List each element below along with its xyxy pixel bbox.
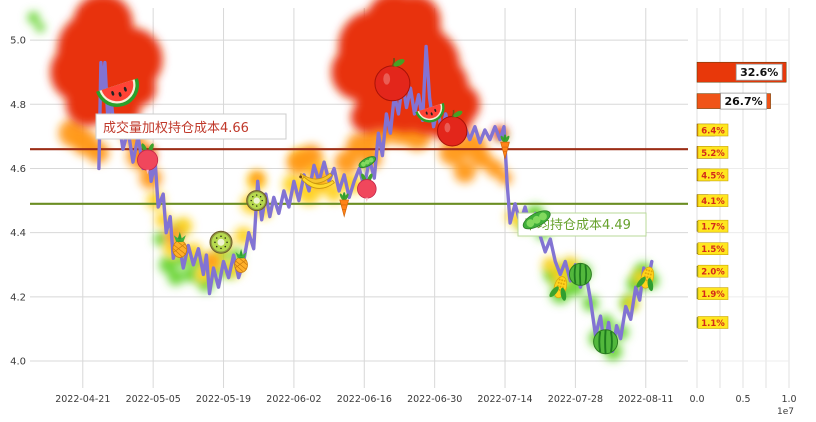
avg-cost-label: 平均持仓成本4.49 [517,212,647,237]
density-blob [453,160,476,183]
density-blob [182,266,199,283]
bar-pct-label: 6.4% [701,127,725,137]
x-tick-label: 2022-05-05 [126,394,181,405]
volume-axis-multiplier: 1e7 [777,407,794,417]
x-tick-label: 2022-06-02 [266,394,321,405]
radish-icon [137,143,159,175]
density-blob [27,11,40,24]
pea-icon [358,156,377,169]
bar-pct-box [697,316,729,329]
fruit-marker-layer [96,57,655,355]
vwap-cost-label-box [95,113,287,140]
bar-pct-box [697,194,729,207]
volume-x-tick-label: 1.0 [781,394,796,405]
density-blob [159,255,178,274]
bar-pct-box [697,146,729,159]
carrot-icon [500,134,510,161]
watermelon-icon [593,329,619,355]
corn-icon [636,266,655,292]
y-tick-label: 4.8 [10,100,26,111]
bar-pct-label: 4.1% [701,197,725,207]
carrot-icon [339,192,350,218]
avg-cost-label-box [517,212,647,237]
x-tick-label: 2022-04-21 [55,394,110,405]
y-tick-label: 4.6 [10,164,26,175]
bar-pct-box [697,168,729,182]
x-tick-label: 2022-06-16 [337,394,392,405]
x-tick-label: 2022-07-28 [548,394,603,405]
density-blob [167,269,184,286]
apple-icon [436,109,468,147]
x-tick-label: 2022-07-14 [477,394,532,405]
bar-pct-box [697,287,729,300]
bar-pct-box [720,92,767,110]
pineapple-icon [172,231,188,258]
density-blob [388,0,441,47]
density-blob [250,171,265,186]
y-tick-label: 5.0 [10,36,26,47]
bar-pct-box [697,123,729,137]
bar-pct-box [697,264,729,278]
y-tick-label: 4.0 [10,357,26,368]
density-blob [298,183,320,206]
bar-pct-label: 1.1% [701,319,725,329]
bar-pct-label: 2.0% [701,268,725,278]
axis-label-layer: 2022-04-21 2022-05-05 2022-05-19 2022-06-02… [10,36,796,417]
bar-pct-label: 1.5% [701,245,725,255]
watermelon-slice-icon [415,102,445,123]
density-blob [72,0,133,54]
vwap-cost-label-text: 成交量加权持仓成本4.66 [103,120,249,136]
density-blob [350,101,383,134]
bar-pct-label: 32.6% [740,66,778,79]
x-tick-label: 2022-06-30 [407,394,462,405]
density-blob [153,232,168,247]
bar-pct-box [697,219,729,233]
bar-pct-label: 1.7% [701,223,725,233]
x-tick-label: 2022-08-11 [618,394,673,405]
density-blob [35,22,46,33]
corn-icon [549,276,568,301]
bar-pct-label: 26.7% [725,95,763,108]
watermelon-icon [568,262,592,286]
bar-pct-box [735,63,783,81]
x-tick-label: 2022-05-19 [196,394,251,405]
vwap-cost-label: 成交量加权持仓成本4.66 [95,113,287,140]
density-blob [300,144,323,167]
cost-label-layer: 成交量加权持仓成本4.66 平均持仓成本4.49 [95,113,647,237]
volume-x-tick-label: 0.0 [689,394,704,405]
y-tick-label: 4.2 [10,292,26,303]
pea-icon [522,210,551,230]
bar-pct-label: 4.5% [701,171,725,181]
watermelon-slice-icon [96,78,139,107]
avg-cost-label-text: 平均持仓成本4.49 [524,218,631,233]
y-tick-label: 4.4 [10,228,26,239]
bar-pct-label: 5.2% [701,149,725,159]
apple-icon [374,57,411,102]
volume-bar-layer: 32.6% 26.7% 6.4% 5.2% 4.5% 4.1% 1.7% 1.5% 2.0% 1.… [696,61,787,329]
radish-icon [357,173,377,203]
volume-x-tick-label: 0.5 [735,394,750,405]
pineapple-icon [234,248,248,273]
kiwi-icon [246,190,268,212]
kiwi-icon [209,230,233,254]
banana-icon [299,172,335,189]
bar-pct-label: 1.9% [701,290,725,300]
density-blob [486,159,504,178]
bar-pct-box [697,242,729,255]
